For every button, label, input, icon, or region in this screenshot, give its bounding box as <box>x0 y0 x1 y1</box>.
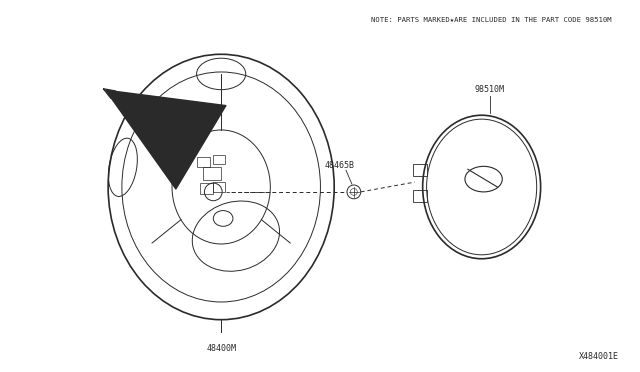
Text: 48400M: 48400M <box>206 344 236 353</box>
Bar <box>413 190 427 202</box>
Text: 98510M: 98510M <box>474 84 504 94</box>
Text: FRONT: FRONT <box>156 124 184 147</box>
Text: X484001E: X484001E <box>579 352 620 361</box>
Text: NOTE: PARTS MARKED★ARE INCLUDED IN THE PART CODE 98510M: NOTE: PARTS MARKED★ARE INCLUDED IN THE P… <box>371 17 612 23</box>
Bar <box>196 157 211 167</box>
Bar <box>200 183 213 194</box>
Bar <box>204 167 221 180</box>
Bar <box>213 182 225 192</box>
Bar <box>413 164 427 176</box>
PathPatch shape <box>103 89 116 99</box>
Text: 48465B: 48465B <box>324 161 354 170</box>
Bar <box>213 154 225 164</box>
